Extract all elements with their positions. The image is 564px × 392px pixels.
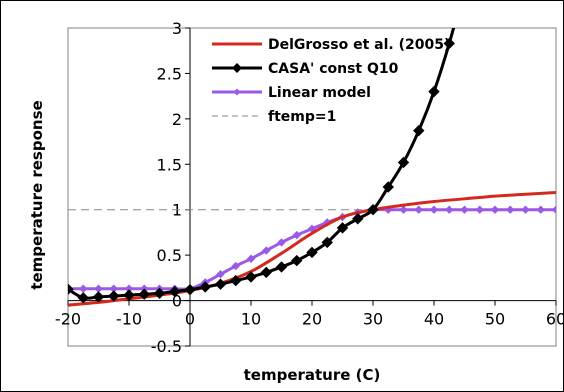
y-tick-label: 2.5 [157,64,182,83]
data-point [321,236,333,249]
data-point [216,270,225,279]
y-axis-title: temperature response [28,100,46,289]
data-point [123,289,135,301]
data-point [443,37,455,50]
data-point [108,290,120,302]
data-point [260,266,272,279]
data-point [262,246,271,255]
series-delgrosso-et-al-2005 [68,190,556,307]
data-point [245,271,257,283]
legend-item: ftemp=1 [212,109,336,125]
data-point [336,222,349,234]
data-point [475,205,484,214]
y-tick-label: 3 [172,19,182,38]
legend-marker [232,63,242,73]
y-tick-label: 2 [172,110,182,129]
x-tick-label: 50 [485,310,505,329]
data-point [367,204,379,216]
x-tick-label: 10 [241,310,261,329]
data-point [429,205,439,214]
data-point [214,278,227,290]
data-point [184,283,196,296]
legend-item: CASA' const Q10 [212,61,399,77]
x-tick-label: -10 [116,310,142,329]
series-casa-const-q10 [68,28,456,304]
legend-item: Linear model [212,85,371,101]
data-point [169,285,181,298]
legend-item: DelGrosso et al. (2005) [212,37,450,53]
data-point [275,261,288,273]
data-point [92,291,105,303]
legend-label: CASA' const Q10 [268,61,399,77]
series-line [68,190,556,307]
data-point [551,205,556,214]
data-point [246,254,256,263]
data-point [153,287,166,300]
x-axis-title: temperature (C) [244,366,381,384]
y-tick-label: 1.5 [157,155,182,174]
x-tick-label: 0 [185,310,195,329]
data-point [506,205,515,214]
legend-label: ftemp=1 [268,109,336,125]
data-point [291,254,303,267]
data-point [352,213,364,225]
series-layer [68,28,556,307]
data-point [490,205,500,214]
y-tick-label: -0.5 [151,337,182,356]
data-point [77,292,89,304]
y-tick-label: 0.5 [157,246,182,265]
data-point [138,288,150,300]
legend-label: DelGrosso et al. (2005) [268,37,450,53]
legend-label: Linear model [268,85,371,101]
data-point [230,274,242,287]
x-tick-label: 20 [302,310,322,329]
data-point [414,205,423,214]
data-point [306,246,318,259]
series-linear-model [68,205,556,293]
data-point [231,261,240,271]
data-point [536,205,545,214]
data-point [397,156,410,169]
legend: DelGrosso et al. (2005) CASA' const Q10 Li… [212,37,450,125]
data-point [521,205,530,214]
data-point [460,205,469,214]
x-tick-label: 30 [363,310,383,329]
data-point [382,181,394,193]
data-point [428,85,440,98]
legend-marker [233,88,241,96]
x-tick-label: -20 [55,310,81,329]
data-point [413,124,425,137]
x-tick-label: 40 [424,310,444,329]
data-point [199,281,211,293]
data-point [292,230,301,240]
y-tick-label: 0 [172,292,182,311]
data-point [445,205,454,214]
data-point [68,283,74,295]
x-tick-label: 60 [546,310,564,329]
data-point [399,205,408,214]
data-point [277,238,286,247]
